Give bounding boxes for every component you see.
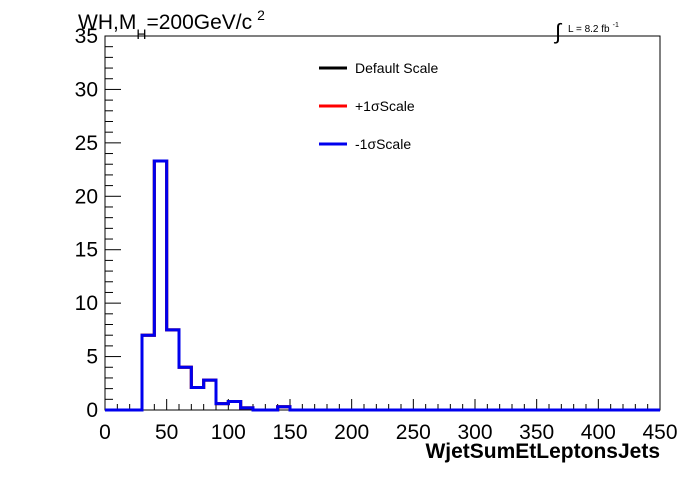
y-tick-label: 25 (75, 132, 98, 155)
luminosity-label: L = 8.2 fb -1 (568, 22, 619, 35)
series-group (105, 159, 660, 412)
integral-symbol: ∫ (553, 19, 563, 44)
y-tick-label: 35 (75, 25, 98, 48)
y-tick-label: 0 (86, 399, 98, 422)
legend-label: +1σScale (355, 98, 415, 114)
y-axis: 0 5 10 15 20 25 30 35 (75, 25, 121, 422)
x-tick-label: 100 (211, 421, 246, 444)
x-tick-label: 400 (581, 421, 616, 444)
x-axis-title: WjetSumEtLeptonsJets (425, 440, 660, 463)
y-tick-label: 30 (75, 78, 98, 101)
y-tick-label: 20 (75, 185, 98, 208)
legend: Default Scale +1σScale -1σScale (319, 60, 438, 152)
legend-label: -1σScale (355, 136, 411, 152)
x-tick-label: 250 (396, 421, 431, 444)
histogram-series-3 (105, 159, 660, 412)
y-tick-label: 15 (75, 239, 98, 262)
x-axis: 0 50 100 150 200 250 300 350 400 450 (99, 399, 678, 444)
x-tick-label: 150 (272, 421, 307, 444)
x-tick-label: 450 (642, 421, 677, 444)
x-tick-label: 50 (155, 421, 178, 444)
legend-label: Default Scale (355, 60, 438, 76)
y-tick-label: 5 (86, 346, 98, 369)
x-tick-label: 200 (334, 421, 369, 444)
y-tick-label: 10 (75, 292, 98, 315)
x-tick-label: 300 (457, 421, 492, 444)
chart-title: WH,MH=200GeV/c 2 (78, 7, 265, 42)
x-tick-label: 0 (99, 421, 111, 444)
x-tick-label: 350 (519, 421, 554, 444)
